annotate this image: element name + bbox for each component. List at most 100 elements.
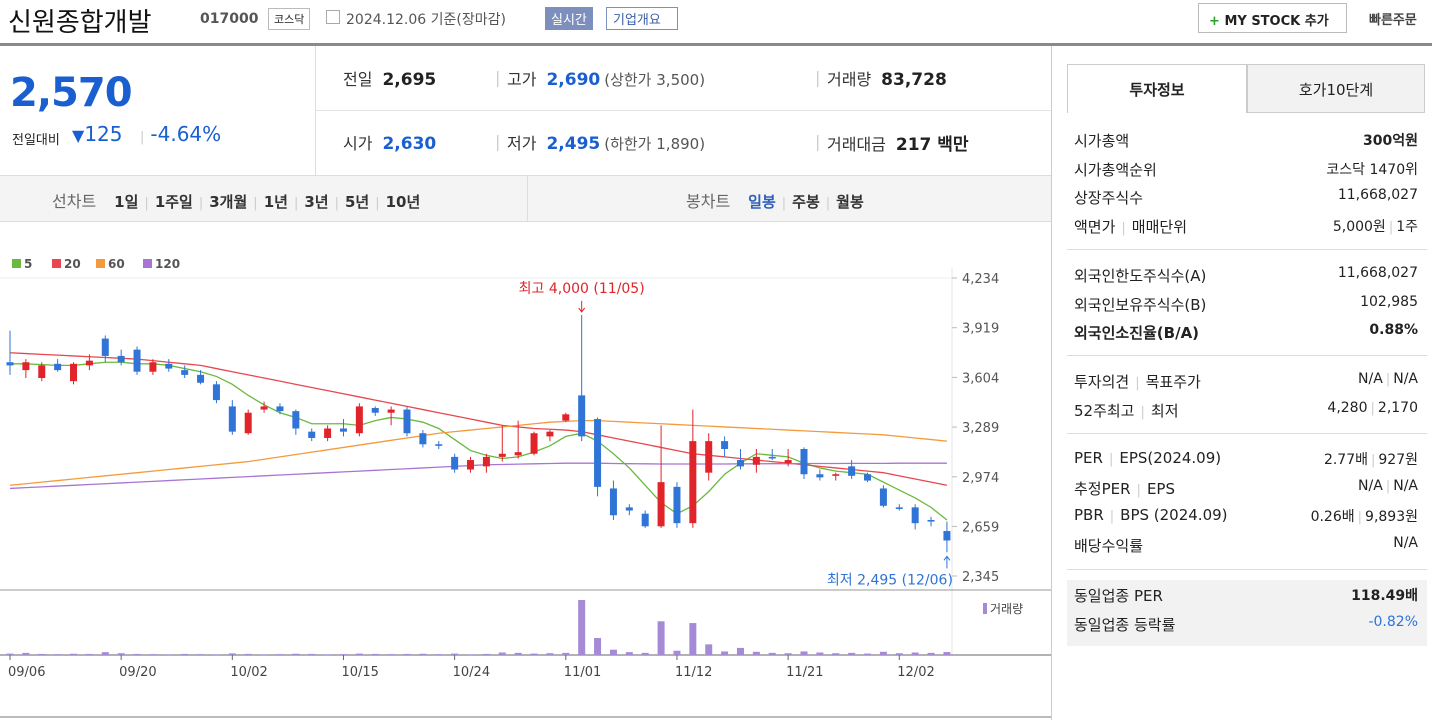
- candle-body: [165, 363, 173, 369]
- volume-bar: [387, 654, 395, 655]
- volume-bar: [498, 652, 506, 655]
- volume-bar: [864, 653, 872, 655]
- quick-order[interactable]: 빠른주문: [1369, 13, 1417, 28]
- quote-note: (상한가 3,500): [604, 71, 706, 89]
- period-tab[interactable]: 5년: [344, 193, 370, 211]
- period-tab[interactable]: 1년: [263, 193, 288, 211]
- period-tab[interactable]: 1일: [114, 193, 139, 211]
- info-label: 외국인소진율(B/A): [1074, 322, 1199, 343]
- volume-bar: [6, 653, 14, 655]
- candle-body: [228, 406, 236, 432]
- x-tick-label: 10/24: [453, 665, 490, 680]
- candle-body: [514, 452, 522, 456]
- sep: |: [1109, 509, 1115, 525]
- candle-body: [212, 384, 220, 401]
- label-part: 외국인한도주식수(A): [1074, 267, 1207, 285]
- info-value: 0.26배 | 9,893원: [1311, 506, 1418, 526]
- candle-body: [292, 411, 300, 429]
- quote-label: 저가: [507, 134, 537, 153]
- info-label: 배당수익률: [1074, 535, 1143, 556]
- candle-body: [308, 431, 316, 438]
- chart: 4,234 3,919 3,604 3,289 2,974 2,659 2,345 09/06…: [0, 257, 1051, 680]
- sep: |: [825, 196, 831, 211]
- period-tab[interactable]: 일봉: [748, 193, 776, 211]
- candle-body: [689, 441, 697, 524]
- label-part: 액면가: [1074, 217, 1116, 236]
- info-row: 동일업종 PER 118.49배: [1074, 585, 1418, 606]
- volume-bar: [625, 652, 633, 655]
- y-tick-label: 2,659: [962, 520, 999, 535]
- label-part: EPS: [1146, 479, 1175, 498]
- volume-bar: [594, 637, 602, 655]
- quote-item: | 거래량 83,728: [815, 66, 947, 90]
- period-tab[interactable]: 3개월: [209, 193, 248, 211]
- ma-line: [9, 462, 947, 490]
- info-value: N/A | N/A: [1358, 478, 1418, 499]
- value-part: 11,668,027: [1337, 187, 1418, 204]
- candle-body: [816, 474, 824, 478]
- period-tab[interactable]: 1주일: [154, 193, 193, 211]
- value-part: N/A: [1393, 371, 1418, 387]
- tab[interactable]: 호가10단계: [1247, 64, 1425, 113]
- info-label: PER | EPS(2024.09): [1074, 449, 1221, 469]
- volume-bar: [467, 654, 475, 655]
- info-value: 11,668,027: [1338, 265, 1418, 286]
- label-part: 외국인소진율(B/A): [1074, 324, 1200, 343]
- info-value: 4,280 | 2,170: [1327, 400, 1418, 421]
- realtime-button[interactable]: 실시간: [545, 7, 593, 30]
- quote-value: 2,495: [546, 134, 601, 154]
- info-label: 액면가 | 매매단위: [1074, 216, 1187, 237]
- candle-body: [721, 441, 729, 450]
- quote-item: 전일 2,695: [343, 66, 436, 90]
- period-tab[interactable]: 월봉: [836, 193, 864, 211]
- info-value: 102,985: [1360, 294, 1418, 315]
- quote-value: 2,690: [546, 70, 601, 90]
- value-part: N/A: [1393, 477, 1418, 494]
- tab-active[interactable]: 투자정보: [1067, 64, 1247, 113]
- info-value: 2.77배 | 927원: [1324, 449, 1418, 469]
- candle-body: [244, 412, 252, 434]
- high-annotation: 최고 4,000 (11/05): [519, 281, 645, 297]
- volume-bar: [800, 651, 808, 655]
- down-arrow: ▼: [72, 126, 85, 145]
- mystock-button[interactable]: + MY STOCK 추가: [1198, 3, 1347, 33]
- divider: [316, 110, 1051, 111]
- value-part: 0.88%: [1369, 322, 1418, 339]
- volume-bar: [308, 653, 316, 655]
- overview-button[interactable]: 기업개요: [606, 7, 678, 30]
- candle-body: [403, 409, 411, 434]
- volume-bar: [911, 652, 919, 655]
- volume-bar: [784, 653, 792, 655]
- value-part: -0.82%: [1368, 613, 1418, 630]
- candle-body: [848, 466, 856, 476]
- candle-body: [276, 406, 284, 412]
- info-row: 상장주식수 11,668,027: [1074, 187, 1418, 208]
- quote-label: 거래대금: [827, 135, 886, 154]
- info-label: 추정PER | EPS: [1074, 478, 1175, 499]
- quote-value: 2,630: [382, 134, 437, 154]
- legend-label: 거래량: [990, 602, 1023, 616]
- volume-bar: [54, 654, 62, 655]
- period-tab[interactable]: 10년: [385, 193, 421, 211]
- volume-bar: [546, 653, 554, 655]
- y-tick-label: 3,289: [962, 421, 999, 436]
- volume-bar: [38, 653, 46, 655]
- label-part: PER: [1074, 449, 1103, 467]
- sep: |: [375, 196, 380, 211]
- volume-bar: [212, 654, 220, 655]
- tab-label: 선차트: [52, 192, 97, 211]
- period-tab[interactable]: 주봉: [792, 193, 820, 211]
- period-tab[interactable]: 3년: [304, 193, 329, 211]
- volume-bar: [689, 623, 697, 655]
- volume-bar: [371, 653, 379, 655]
- quote-item: 시가 2,630: [343, 130, 436, 154]
- volume-bar: [355, 653, 363, 655]
- volume-bar: [419, 653, 427, 655]
- label-part: EPS(2024.09): [1119, 449, 1222, 467]
- sep: |: [1121, 220, 1126, 236]
- value-part: 5,000원: [1332, 218, 1386, 235]
- bottom-line: [0, 716, 1051, 718]
- volume-bar: [244, 653, 252, 655]
- candle-body: [324, 428, 332, 438]
- candle-body: [85, 360, 93, 366]
